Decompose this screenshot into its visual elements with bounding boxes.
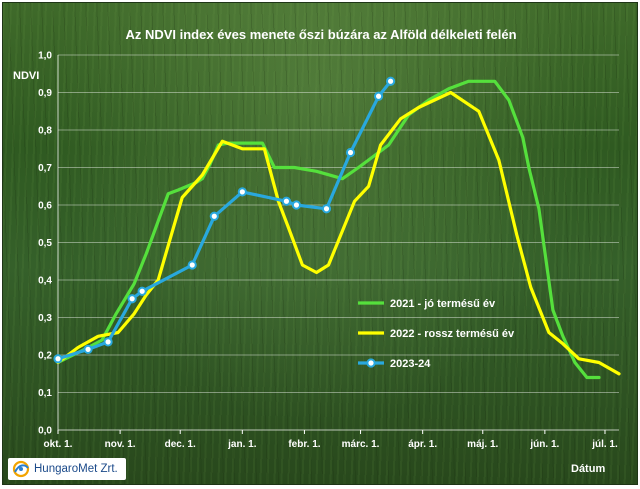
data-point — [137, 286, 147, 296]
data-point — [83, 344, 93, 354]
x-tick-label: márc. 1. — [342, 439, 380, 450]
y-tick-label: 0,3 — [38, 313, 52, 324]
data-point — [237, 187, 247, 197]
series-lines — [53, 76, 621, 380]
data-point — [209, 211, 219, 221]
hungaromet-logo: HungaroMet Zrt. — [8, 458, 126, 480]
data-point — [291, 200, 302, 210]
series-line-1 — [56, 79, 601, 380]
series-line-3 — [56, 79, 393, 361]
legend: 2021 - jó termésű év 2022 - rossz termésű… — [358, 298, 515, 370]
chart-title: Az NDVI index éves menete őszi búzára az… — [125, 27, 516, 42]
sun-swirl-icon — [12, 460, 30, 478]
y-tick-label: 0,7 — [38, 163, 52, 174]
x-tick-label: dec. 1. — [165, 439, 196, 450]
x-tick-label: jan. 1. — [227, 439, 257, 450]
chart: Az NDVI index éves menete őszi búzára az… — [13, 27, 621, 475]
y-tick-label: 0,1 — [38, 388, 52, 399]
x-tick-labels: okt. 1. nov. 1. dec. 1. jan. 1. febr. 1. márc… — [44, 430, 618, 450]
series-line-2 — [56, 90, 621, 376]
data-point — [345, 147, 356, 158]
y-tick-label: 0,5 — [38, 238, 52, 249]
x-tick-label: ápr. 1. — [408, 439, 437, 450]
y-tick-label: 0,8 — [38, 126, 52, 137]
data-point — [385, 76, 396, 86]
data-point — [321, 204, 332, 214]
legend-label-2: 2022 - rossz termésű év — [390, 328, 515, 340]
data-point — [127, 294, 137, 304]
data-point — [373, 91, 384, 101]
x-tick-label: júl. 1. — [591, 439, 618, 450]
legend-marker — [366, 358, 376, 368]
y-axis-label: NDVI — [13, 70, 39, 82]
y-tick-label: 0,0 — [38, 426, 52, 437]
y-tick-label: 0,9 — [38, 88, 52, 99]
data-point — [103, 337, 113, 347]
data-point — [187, 260, 197, 270]
y-tick-labels: 0,0 0,1 0,2 0,3 0,4 0,5 0,6 0,7 0,8 0,9 1,0 — [38, 51, 52, 437]
y-tick-label: 1,0 — [38, 51, 52, 62]
x-axis-label: Dátum — [571, 463, 605, 475]
data-point — [281, 196, 292, 206]
logo-text: HungaroMet Zrt. — [34, 463, 118, 475]
x-tick-label: jún. 1. — [529, 439, 559, 450]
data-point — [53, 354, 63, 364]
y-tick-label: 0,6 — [38, 201, 52, 212]
x-tick-label: febr. 1. — [288, 439, 320, 450]
x-tick-label: okt. 1. — [44, 439, 73, 450]
legend-label-3: 2023-24 — [390, 358, 431, 370]
legend-label-1: 2021 - jó termésű év — [390, 298, 496, 310]
y-tick-label: 0,4 — [38, 276, 52, 287]
x-tick-label: nov. 1. — [105, 439, 136, 450]
y-tick-label: 0,2 — [38, 351, 52, 362]
x-tick-label: máj. 1. — [467, 439, 498, 450]
